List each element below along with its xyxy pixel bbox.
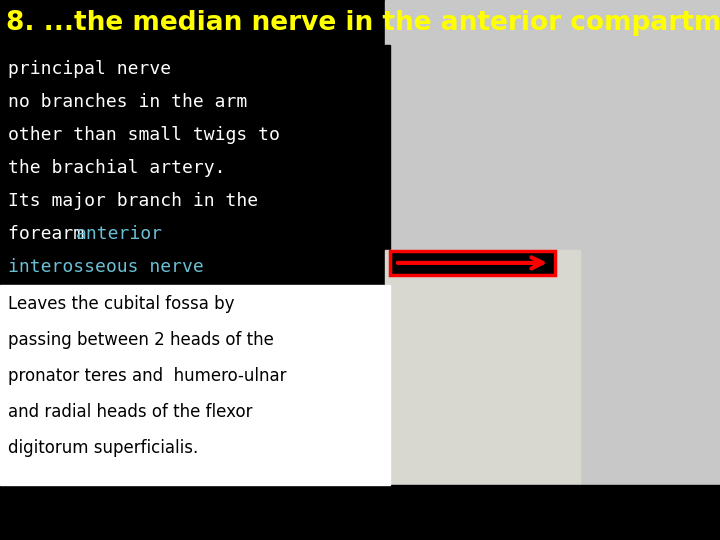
- Text: Leaves the cubital fossa by: Leaves the cubital fossa by: [8, 295, 235, 313]
- Text: 8. ...the median nerve in the anterior compartment?: 8. ...the median nerve in the anterior c…: [6, 10, 720, 36]
- Text: passing between 2 heads of the: passing between 2 heads of the: [8, 331, 274, 349]
- Text: no branches in the arm: no branches in the arm: [8, 93, 247, 111]
- Bar: [0, 45, 390, 290]
- Text: and radial heads of the flexor: and radial heads of the flexor: [8, 403, 253, 421]
- Bar: [390, 251, 555, 275]
- Text: pronator teres and  humero-ulnar: pronator teres and humero-ulnar: [8, 367, 287, 385]
- Bar: [0, 285, 390, 485]
- Text: principal nerve: principal nerve: [8, 60, 171, 78]
- Bar: [385, 250, 580, 485]
- Text: Its major branch in the: Its major branch in the: [8, 192, 258, 210]
- Text: digitorum superficialis.: digitorum superficialis.: [8, 439, 198, 457]
- Text: anterior: anterior: [76, 225, 163, 243]
- Text: the brachial artery.: the brachial artery.: [8, 159, 225, 177]
- Bar: [0, 0, 720, 45]
- Text: interosseous nerve: interosseous nerve: [8, 258, 204, 276]
- Text: other than small twigs to: other than small twigs to: [8, 126, 280, 144]
- Text: forearm: forearm: [8, 225, 95, 243]
- Bar: [0, 485, 720, 540]
- Bar: [385, 0, 720, 485]
